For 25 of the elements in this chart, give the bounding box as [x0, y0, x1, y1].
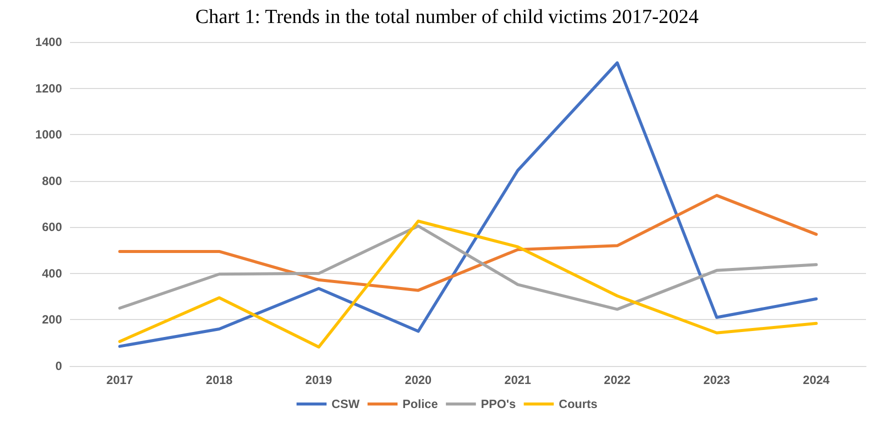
y-tick-label: 800 — [42, 174, 62, 188]
x-tick-label: 2023 — [703, 373, 730, 387]
x-tick-label: 2021 — [504, 373, 532, 387]
y-tick-label: 0 — [55, 359, 62, 373]
legend-label: PPO's — [480, 397, 516, 411]
line-series — [118, 224, 818, 311]
legend-label: CSW — [332, 397, 360, 411]
y-tick-label: 1000 — [35, 128, 62, 142]
chart-title: Chart 1: Trends in the total number of child victims 2017-2024 — [195, 6, 699, 28]
x-tick-label: 2020 — [404, 373, 432, 387]
x-tick-label: 2019 — [305, 373, 332, 387]
x-tick-label: 2018 — [206, 373, 233, 387]
y-tick-label: 600 — [42, 220, 62, 234]
y-tick-label: 1400 — [35, 35, 62, 49]
legend-label: Police — [402, 397, 438, 411]
line-series — [118, 194, 818, 292]
x-tick-label: 2024 — [802, 373, 830, 387]
y-tick-label: 1200 — [35, 81, 62, 96]
line-series — [118, 220, 818, 349]
legend-label: Courts — [558, 397, 598, 411]
y-tick-label: 400 — [42, 266, 62, 280]
line-series — [118, 61, 818, 348]
y-tick-label: 200 — [42, 312, 62, 327]
x-tick-label: 2022 — [604, 373, 631, 387]
x-tick-label: 2017 — [106, 373, 134, 387]
